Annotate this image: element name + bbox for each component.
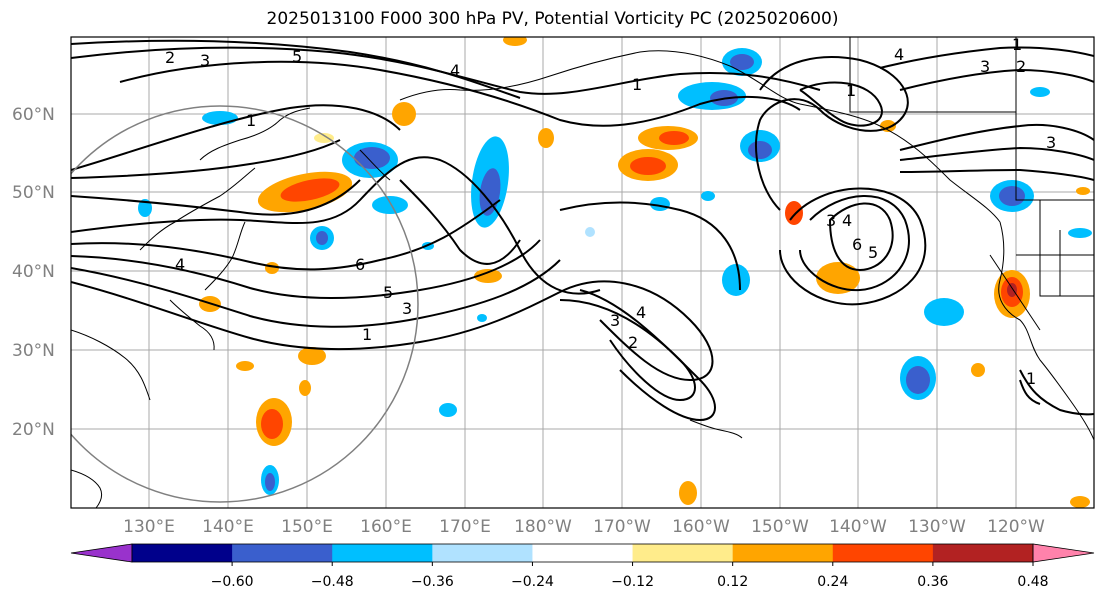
contour-label: 4 [894,45,904,64]
coastlines [71,50,1094,508]
lon-label: 150°W [751,517,809,537]
lat-label: 50°N [12,183,55,203]
colorbar-tick-label: 0.36 [917,574,948,590]
colorbar-tick-label: 0.12 [717,574,748,590]
lat-label: 60°N [12,105,55,125]
lon-label: 160°E [360,517,412,537]
contour-label: 5 [868,243,878,262]
colorbar-tick-label: −0.24 [511,574,554,590]
colorbar-swatch [132,544,233,562]
contour-label: 3 [610,311,620,330]
lon-label: 180°W [514,517,572,537]
contour-label: 6 [355,255,365,274]
contour-label: 2 [1016,57,1026,76]
colorbar-outline [131,543,1034,563]
contour-label: 3 [1046,133,1056,152]
contour-label-group: 2 3 5 4 1 1 4 6 5 3 1 3 4 2 3 4 6 5 4 1 [165,35,1056,388]
colorbar-tick-label: −0.60 [211,574,254,590]
contour-label: 3 [980,57,990,76]
colorbar-tick-label: 0.48 [1017,574,1048,590]
colorbar-swatch [932,544,1034,562]
figure-title: 2025013100 F000 300 hPa PV, Potential Vo… [266,9,839,29]
lon-label: 140°E [202,517,254,537]
latitude-labels: 60°N 50°N 40°N 30°N 20°N [12,105,55,440]
contour-label: 4 [175,255,185,274]
contour-label: 5 [383,283,393,302]
contour-label: 1 [1012,35,1022,54]
lon-label: 160°W [672,517,730,537]
colorbar-swatch [832,544,934,562]
colorbar-swatch [732,544,834,562]
contour-label: 1 [1026,369,1036,388]
contour-label: 1 [846,81,856,100]
lon-label: 130°W [908,517,966,537]
lat-label: 40°N [12,262,55,282]
lon-label: 170°E [439,517,491,537]
pv-contours [71,39,1094,422]
lat-label: 20°N [12,420,55,440]
map-border [70,36,1095,509]
map-area [71,37,1094,508]
lon-label: 140°W [829,517,887,537]
contour-label: 3 [200,51,210,70]
colorbar-swatch [232,544,333,562]
colorbar-swatch [432,544,533,562]
lon-label: 120°W [987,517,1045,537]
colorbar-tick-label: −0.36 [411,574,454,590]
colorbar-swatch [632,544,734,562]
longitude-labels: 130°E 140°E 150°E 160°E 170°E 180°W 170°W 160°W… [123,517,1045,537]
lat-label: 30°N [12,341,55,361]
contour-label: 4 [450,61,460,80]
contour-label: 5 [292,47,302,66]
colorbar-tick-label: 0.24 [817,574,848,590]
contour-label: 4 [636,303,646,322]
lon-label: 170°W [593,517,651,537]
colorbar-tick-label: −0.48 [311,574,354,590]
colorbar-extend-min [70,543,133,563]
contour-label: 1 [362,325,372,344]
distance-circle [71,105,419,503]
contour-label: 2 [165,48,175,67]
contour-label: 4 [842,211,852,230]
contour-label: 1 [632,75,642,94]
contour-label: 3 [826,211,836,230]
lon-label: 150°E [281,517,333,537]
pv-anomaly-shading [138,37,1092,508]
lon-label: 130°E [123,517,175,537]
contour-label: 3 [402,299,412,318]
colorbar-swatch [532,544,634,562]
colorbar-swatch [332,544,433,562]
contour-label: 1 [246,111,256,130]
colorbar: −0.60 −0.48 −0.36 −0.24 −0.12 0.12 0.24 0.36 0.4… [70,543,1095,590]
colorbar-extend-max [1032,543,1095,563]
contour-label: 2 [628,333,638,352]
contour-label: 6 [852,235,862,254]
borders [849,37,1094,331]
colorbar-tick-label: −0.12 [611,574,654,590]
